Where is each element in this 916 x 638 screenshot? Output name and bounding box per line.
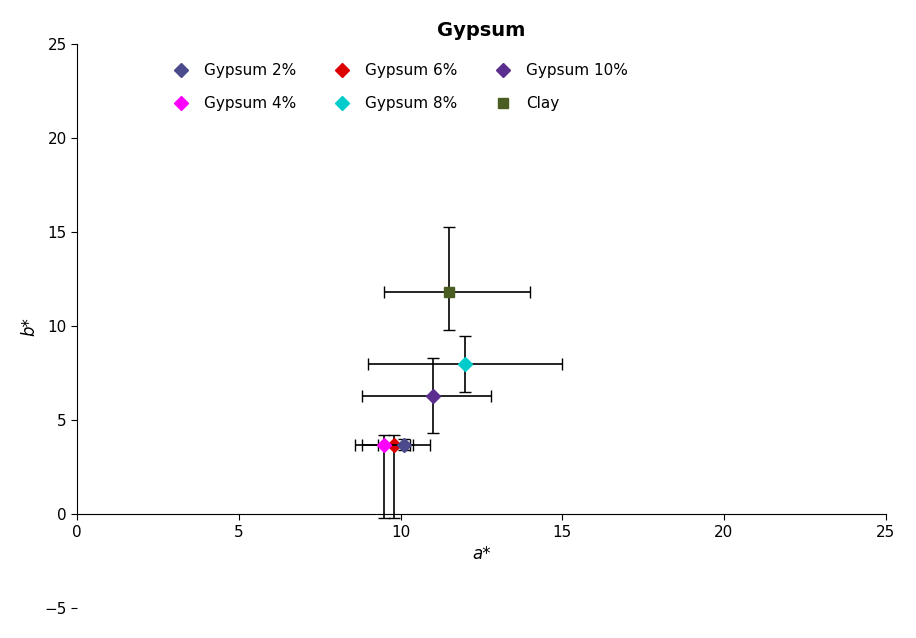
X-axis label: a*: a* [472,545,491,563]
Title: Gypsum: Gypsum [437,21,526,40]
Y-axis label: b*: b* [21,316,38,336]
Legend: Gypsum 2%, Gypsum 4%, Gypsum 6%, Gypsum 8%, Gypsum 10%, Clay: Gypsum 2%, Gypsum 4%, Gypsum 6%, Gypsum … [166,63,627,112]
